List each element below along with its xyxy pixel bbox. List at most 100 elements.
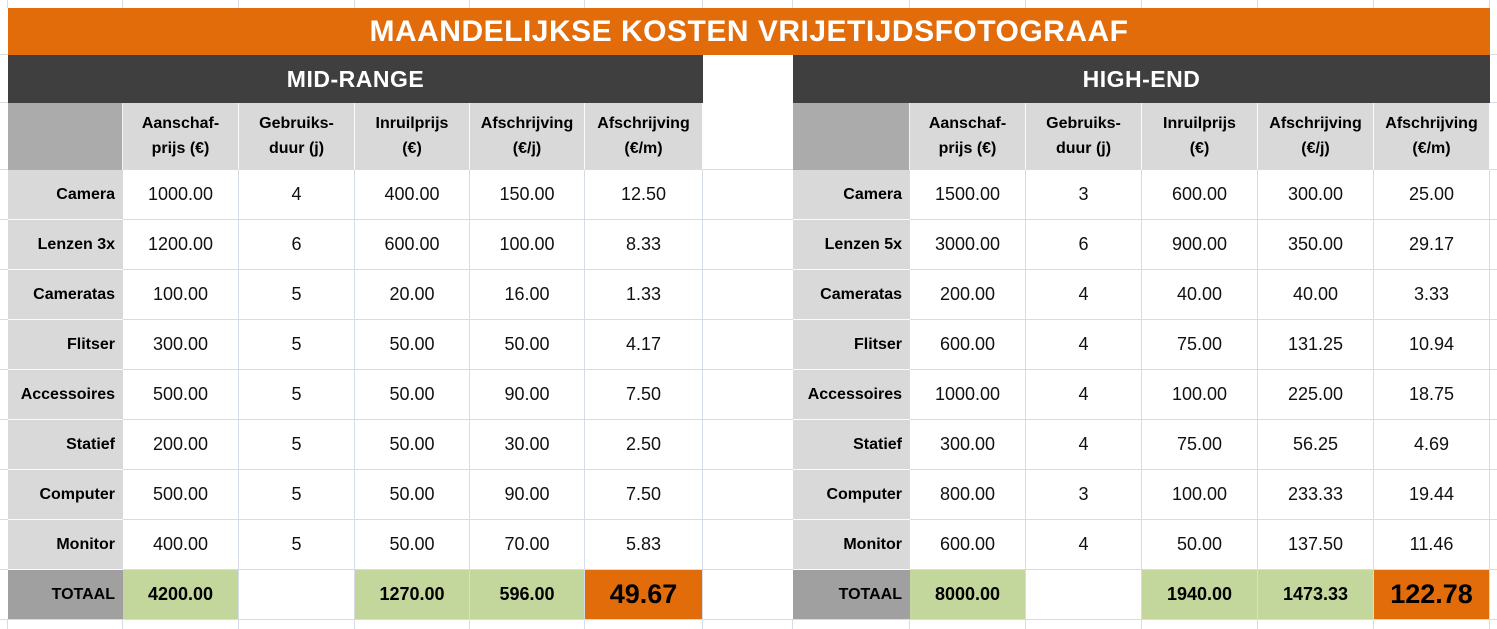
data-cell[interactable]: 600.00 — [1142, 170, 1258, 220]
data-cell[interactable]: 4 — [1026, 320, 1142, 370]
row-label[interactable]: Cameratas — [793, 270, 910, 320]
data-cell[interactable]: 4 — [239, 170, 355, 220]
data-cell[interactable]: 1500.00 — [910, 170, 1026, 220]
data-cell[interactable]: 50.00 — [355, 320, 470, 370]
data-cell[interactable]: 500.00 — [123, 370, 239, 420]
data-cell[interactable]: 50.00 — [1142, 520, 1258, 570]
data-cell[interactable]: 56.25 — [1258, 420, 1374, 470]
row-label[interactable]: Monitor — [793, 520, 910, 570]
data-cell[interactable]: 29.17 — [1374, 220, 1490, 270]
data-cell[interactable]: 2.50 — [585, 420, 703, 470]
data-cell[interactable]: 1.33 — [585, 270, 703, 320]
data-cell[interactable]: 400.00 — [355, 170, 470, 220]
data-cell[interactable]: 40.00 — [1258, 270, 1374, 320]
data-cell[interactable]: 4.17 — [585, 320, 703, 370]
data-cell[interactable]: 600.00 — [910, 520, 1026, 570]
column-header[interactable]: Afschrijving (€/j) — [1258, 103, 1374, 170]
data-cell[interactable]: 50.00 — [355, 470, 470, 520]
data-cell[interactable]: 12.50 — [585, 170, 703, 220]
column-header[interactable]: Afschrijving (€/m) — [1374, 103, 1490, 170]
data-cell[interactable]: 19.44 — [1374, 470, 1490, 520]
data-cell[interactable]: 3 — [1026, 470, 1142, 520]
column-header[interactable]: Gebruiks- duur (j) — [239, 103, 355, 170]
data-cell[interactable]: 7.50 — [585, 470, 703, 520]
row-label[interactable]: Statief — [8, 420, 123, 470]
data-cell[interactable]: 8.33 — [585, 220, 703, 270]
data-cell[interactable]: 200.00 — [910, 270, 1026, 320]
row-label[interactable]: Lenzen 3x — [8, 220, 123, 270]
data-cell[interactable]: 233.33 — [1258, 470, 1374, 520]
data-cell[interactable]: 500.00 — [123, 470, 239, 520]
data-cell[interactable]: 4 — [1026, 270, 1142, 320]
total-label[interactable]: TOTAAL — [8, 570, 123, 620]
data-cell[interactable]: 600.00 — [910, 320, 1026, 370]
data-cell[interactable]: 100.00 — [470, 220, 585, 270]
total-cell[interactable] — [239, 570, 355, 620]
data-cell[interactable]: 11.46 — [1374, 520, 1490, 570]
data-cell[interactable]: 350.00 — [1258, 220, 1374, 270]
row-label[interactable]: Flitser — [793, 320, 910, 370]
data-cell[interactable]: 5.83 — [585, 520, 703, 570]
row-label[interactable]: Computer — [8, 470, 123, 520]
data-cell[interactable]: 300.00 — [910, 420, 1026, 470]
data-cell[interactable]: 16.00 — [470, 270, 585, 320]
data-cell[interactable]: 50.00 — [470, 320, 585, 370]
column-header[interactable]: Inruilprijs (€) — [355, 103, 470, 170]
data-cell[interactable]: 131.25 — [1258, 320, 1374, 370]
data-cell[interactable]: 75.00 — [1142, 420, 1258, 470]
total-label[interactable]: TOTAAL — [793, 570, 910, 620]
data-cell[interactable]: 10.94 — [1374, 320, 1490, 370]
data-cell[interactable]: 900.00 — [1142, 220, 1258, 270]
data-cell[interactable]: 20.00 — [355, 270, 470, 320]
data-cell[interactable]: 5 — [239, 320, 355, 370]
column-header[interactable]: Aanschaf- prijs (€) — [123, 103, 239, 170]
data-cell[interactable]: 25.00 — [1374, 170, 1490, 220]
data-cell[interactable]: 5 — [239, 270, 355, 320]
data-cell[interactable]: 4 — [1026, 370, 1142, 420]
data-cell[interactable]: 50.00 — [355, 420, 470, 470]
data-cell[interactable]: 225.00 — [1258, 370, 1374, 420]
data-cell[interactable]: 40.00 — [1142, 270, 1258, 320]
data-cell[interactable]: 70.00 — [470, 520, 585, 570]
data-cell[interactable]: 300.00 — [1258, 170, 1374, 220]
data-cell[interactable]: 4.69 — [1374, 420, 1490, 470]
total-cell[interactable]: 1473.33 — [1258, 570, 1374, 620]
row-label[interactable]: Lenzen 5x — [793, 220, 910, 270]
column-header[interactable]: Gebruiks- duur (j) — [1026, 103, 1142, 170]
data-cell[interactable]: 100.00 — [1142, 370, 1258, 420]
corner-cell[interactable] — [8, 103, 123, 170]
data-cell[interactable]: 50.00 — [355, 520, 470, 570]
data-cell[interactable]: 300.00 — [123, 320, 239, 370]
column-header[interactable]: Aanschaf- prijs (€) — [910, 103, 1026, 170]
data-cell[interactable]: 6 — [239, 220, 355, 270]
row-label[interactable]: Cameratas — [8, 270, 123, 320]
data-cell[interactable]: 1000.00 — [123, 170, 239, 220]
data-cell[interactable]: 1200.00 — [123, 220, 239, 270]
corner-cell[interactable] — [793, 103, 910, 170]
total-cell[interactable]: 596.00 — [470, 570, 585, 620]
data-cell[interactable]: 3 — [1026, 170, 1142, 220]
data-cell[interactable]: 4 — [1026, 520, 1142, 570]
data-cell[interactable]: 50.00 — [355, 370, 470, 420]
data-cell[interactable]: 90.00 — [470, 370, 585, 420]
total-cell-monthly[interactable]: 122.78 — [1374, 570, 1490, 620]
column-header[interactable]: Afschrijving (€/m) — [585, 103, 703, 170]
data-cell[interactable]: 6 — [1026, 220, 1142, 270]
column-header[interactable]: Inruilprijs (€) — [1142, 103, 1258, 170]
data-cell[interactable]: 75.00 — [1142, 320, 1258, 370]
data-cell[interactable]: 100.00 — [123, 270, 239, 320]
row-label[interactable]: Flitser — [8, 320, 123, 370]
data-cell[interactable]: 7.50 — [585, 370, 703, 420]
data-cell[interactable]: 137.50 — [1258, 520, 1374, 570]
total-cell[interactable]: 1940.00 — [1142, 570, 1258, 620]
section-header-mid-range[interactable]: MID-RANGE — [8, 55, 703, 103]
total-cell[interactable] — [1026, 570, 1142, 620]
data-cell[interactable]: 30.00 — [470, 420, 585, 470]
title-bar[interactable]: MAANDELIJKSE KOSTEN VRIJETIJDSFOTOGRAAF — [8, 8, 1490, 55]
row-label[interactable]: Camera — [793, 170, 910, 220]
row-label[interactable]: Computer — [793, 470, 910, 520]
data-cell[interactable]: 150.00 — [470, 170, 585, 220]
data-cell[interactable]: 5 — [239, 470, 355, 520]
data-cell[interactable]: 90.00 — [470, 470, 585, 520]
total-cell-monthly[interactable]: 49.67 — [585, 570, 703, 620]
